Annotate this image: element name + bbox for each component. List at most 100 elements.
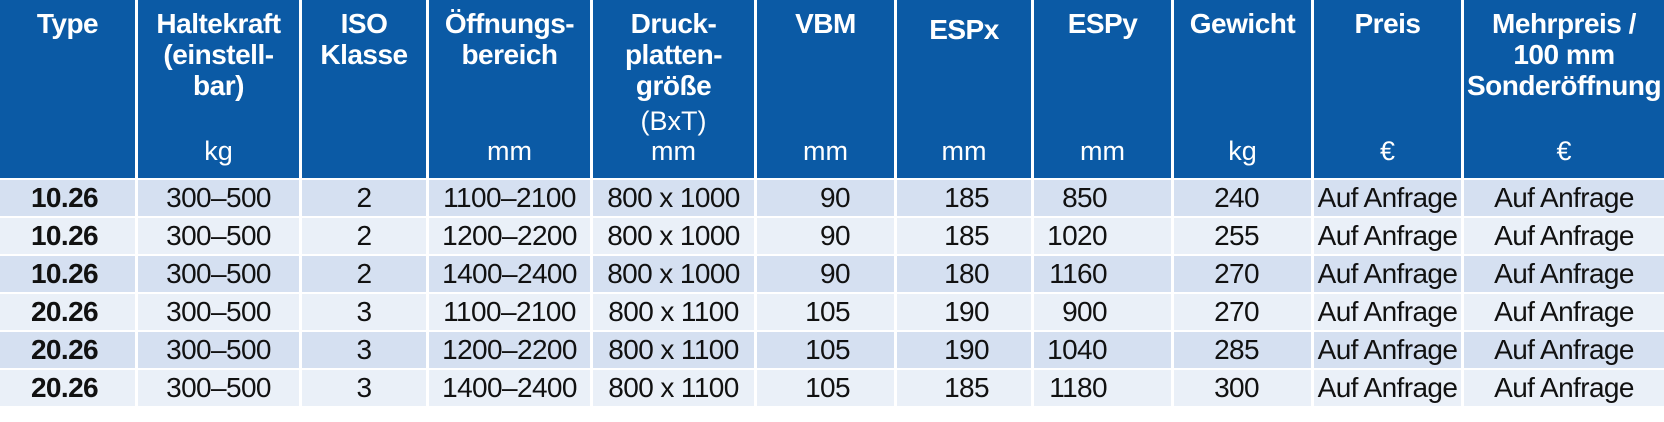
cell-mehrpreis: Auf Anfrage <box>1464 368 1664 406</box>
header-label: bar) <box>193 70 244 101</box>
cell-vbm: 90 <box>757 216 897 254</box>
cell-espx: 185 <box>897 368 1034 406</box>
header-label: Mehrpreis / <box>1492 8 1636 39</box>
cell-preis: Auf Anfrage <box>1314 216 1464 254</box>
cell-espy: 850 <box>1034 178 1174 216</box>
cell-iso-klasse: 3 <box>302 330 429 368</box>
cell-espx: 190 <box>897 330 1034 368</box>
cell-type: 10.26 <box>0 254 138 292</box>
header-unit: kg <box>1228 136 1257 166</box>
header-label: Klasse <box>320 39 408 70</box>
cell-espy: 1040 <box>1034 330 1174 368</box>
header-unit: mm <box>487 136 532 166</box>
cell-haltekraft: 300–500 <box>138 216 302 254</box>
cell-espx: 180 <box>897 254 1034 292</box>
table-row: 10.26 300–500 2 1100–2100 800 x 1000 90 … <box>0 178 1664 216</box>
header-haltekraft: Haltekraft (einstell- bar) kg <box>138 0 302 178</box>
cell-type: 10.26 <box>0 178 138 216</box>
cell-preis: Auf Anfrage <box>1314 368 1464 406</box>
cell-preis: Auf Anfrage <box>1314 330 1464 368</box>
header-unit: mm <box>941 136 987 166</box>
header-row: Type Haltekraft (einstell- bar) kg ISO K… <box>0 0 1664 178</box>
table-row: 10.26 300–500 2 1200–2200 800 x 1000 90 … <box>0 216 1664 254</box>
header-label: Preis <box>1354 8 1422 39</box>
cell-haltekraft: 300–500 <box>138 178 302 216</box>
table-row: 20.26 300–500 3 1100–2100 800 x 1100 105… <box>0 292 1664 330</box>
cell-type: 10.26 <box>0 216 138 254</box>
header-type: Type <box>0 0 138 178</box>
header-label: platten- <box>624 39 723 70</box>
header-label: Öffnungs- <box>444 8 575 39</box>
cell-espy: 1180 <box>1034 368 1174 406</box>
specification-table: Type Haltekraft (einstell- bar) kg ISO K… <box>0 0 1664 406</box>
cell-druckplattengroesse: 800 x 1100 <box>593 368 757 406</box>
cell-vbm: 105 <box>757 368 897 406</box>
cell-druckplattengroesse: 800 x 1100 <box>593 330 757 368</box>
header-label: (einstell- <box>163 39 274 70</box>
cell-gewicht: 285 <box>1174 330 1314 368</box>
cell-oeffnungsbereich: 1200–2200 <box>429 330 593 368</box>
header-label: 100 mm <box>1513 39 1615 70</box>
cell-oeffnungsbereich: 1100–2100 <box>429 178 593 216</box>
cell-gewicht: 240 <box>1174 178 1314 216</box>
cell-iso-klasse: 2 <box>302 216 429 254</box>
header-vbm: VBM mm <box>757 0 897 178</box>
header-label: bereich <box>461 39 558 70</box>
table-row: 10.26 300–500 2 1400–2400 800 x 1000 90 … <box>0 254 1664 292</box>
cell-oeffnungsbereich: 1400–2400 <box>429 368 593 406</box>
header-unit: mm <box>651 136 696 166</box>
cell-haltekraft: 300–500 <box>138 292 302 330</box>
cell-preis: Auf Anfrage <box>1314 178 1464 216</box>
cell-druckplattengroesse: 800 x 1000 <box>593 216 757 254</box>
cell-gewicht: 270 <box>1174 292 1314 330</box>
cell-vbm: 105 <box>757 330 897 368</box>
header-label: Sonderöffnung <box>1466 70 1662 101</box>
header-unit: mm <box>1080 136 1125 166</box>
cell-haltekraft: 300–500 <box>138 254 302 292</box>
cell-type: 20.26 <box>0 292 138 330</box>
header-label: Gewicht <box>1189 8 1296 39</box>
header-label: ESPy <box>1067 8 1138 39</box>
header-unit: mm <box>803 136 848 166</box>
cell-mehrpreis: Auf Anfrage <box>1464 216 1664 254</box>
header-unit: kg <box>204 136 233 166</box>
cell-espx: 190 <box>897 292 1034 330</box>
cell-mehrpreis: Auf Anfrage <box>1464 254 1664 292</box>
cell-haltekraft: 300–500 <box>138 368 302 406</box>
cell-gewicht: 300 <box>1174 368 1314 406</box>
cell-espy: 900 <box>1034 292 1174 330</box>
header-mehrpreis: Mehrpreis / 100 mm Sonderöffnung € <box>1464 0 1664 178</box>
cell-preis: Auf Anfrage <box>1314 254 1464 292</box>
cell-espy: 1020 <box>1034 216 1174 254</box>
cell-iso-klasse: 2 <box>302 254 429 292</box>
cell-vbm: 90 <box>757 178 897 216</box>
cell-iso-klasse: 2 <box>302 178 429 216</box>
cell-oeffnungsbereich: 1200–2200 <box>429 216 593 254</box>
table-row: 20.26 300–500 3 1400–2400 800 x 1100 105… <box>0 368 1664 406</box>
header-iso-klasse: ISO Klasse <box>302 0 429 178</box>
cell-vbm: 105 <box>757 292 897 330</box>
cell-iso-klasse: 3 <box>302 292 429 330</box>
header-label: Haltekraft <box>156 8 281 39</box>
header-label: größe <box>635 70 712 101</box>
cell-gewicht: 270 <box>1174 254 1314 292</box>
header-preis: Preis € <box>1314 0 1464 178</box>
cell-type: 20.26 <box>0 330 138 368</box>
header-oeffnungsbereich: Öffnungs- bereich mm <box>429 0 593 178</box>
cell-oeffnungsbereich: 1400–2400 <box>429 254 593 292</box>
header-label: ISO <box>340 8 388 39</box>
header-gewicht: Gewicht kg <box>1174 0 1314 178</box>
cell-oeffnungsbereich: 1100–2100 <box>429 292 593 330</box>
header-sub: (BxT) <box>640 106 707 136</box>
cell-gewicht: 255 <box>1174 216 1314 254</box>
header-espx: ESPx mm <box>897 0 1034 178</box>
cell-iso-klasse: 3 <box>302 368 429 406</box>
header-unit: € <box>1556 136 1572 166</box>
header-label: VBM <box>795 8 856 39</box>
cell-espx: 185 <box>897 178 1034 216</box>
cell-druckplattengroesse: 800 x 1000 <box>593 254 757 292</box>
cell-mehrpreis: Auf Anfrage <box>1464 292 1664 330</box>
cell-mehrpreis: Auf Anfrage <box>1464 330 1664 368</box>
cell-druckplattengroesse: 800 x 1000 <box>593 178 757 216</box>
cell-espy: 1160 <box>1034 254 1174 292</box>
